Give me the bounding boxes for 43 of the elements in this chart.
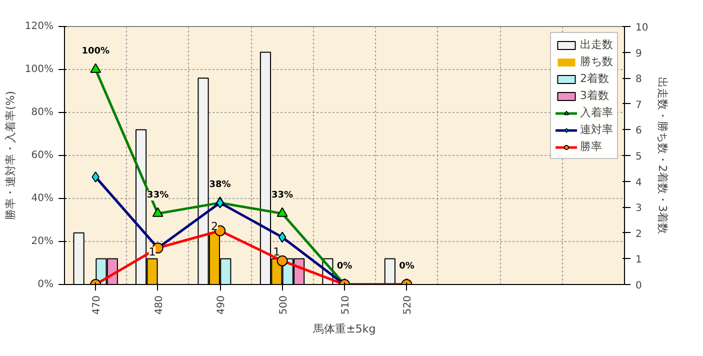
x-tick-label: 480 bbox=[154, 295, 165, 315]
data-label: 33% bbox=[147, 190, 169, 201]
data-label: 33% bbox=[272, 190, 294, 201]
y2-tick-label: 10 bbox=[636, 22, 648, 34]
x-tick-label: 520 bbox=[402, 295, 414, 315]
y-tick-label: 60% bbox=[31, 150, 54, 161]
data-label: 100% bbox=[82, 46, 110, 56]
legend-label: 連対率 bbox=[580, 122, 613, 137]
y-tick-label: 100% bbox=[24, 64, 54, 75]
y2-tick-label: 6 bbox=[636, 126, 642, 137]
data-label: 1 bbox=[273, 246, 280, 259]
data-label: 0% bbox=[336, 262, 352, 272]
x-tick-label: 510 bbox=[340, 295, 352, 315]
y2-tick-label: 9 bbox=[636, 48, 642, 60]
y-tick-label: 80% bbox=[31, 107, 54, 118]
y-axis-title: 勝率・連対率・入着率(%) bbox=[4, 90, 17, 220]
y2-tick-label: 3 bbox=[636, 203, 642, 214]
x-axis-title: 馬体重±5kg bbox=[312, 322, 376, 336]
data-label: 2 bbox=[210, 220, 218, 233]
legend-label: 勝率 bbox=[580, 139, 602, 154]
data-label: 38% bbox=[209, 180, 231, 190]
legend-label: 2着数 bbox=[580, 71, 609, 86]
y2-tick-label: 2 bbox=[636, 228, 642, 240]
y2-axis-title: 出走数・勝ち数・2着数・3着数 bbox=[656, 77, 670, 234]
y2-tick-label: 5 bbox=[636, 152, 642, 162]
x-tick-label: 500 bbox=[278, 295, 290, 315]
y2-tick-label: 8 bbox=[636, 74, 642, 86]
data-label: 0% bbox=[399, 262, 414, 272]
legend-label: 3着数 bbox=[580, 88, 609, 103]
data-label: 1 bbox=[148, 246, 156, 259]
y2-tick-label: 1 bbox=[636, 254, 642, 266]
x-tick-label: 470 bbox=[92, 295, 103, 315]
legend-label: 出走数 bbox=[580, 37, 613, 52]
legend-label: 勝ち数 bbox=[580, 54, 613, 69]
y2-tick-label: 4 bbox=[636, 177, 642, 188]
y-tick-label: 20% bbox=[31, 236, 54, 247]
y2-tick-label: 7 bbox=[636, 100, 642, 111]
y-tick-label: 0% bbox=[38, 279, 54, 290]
y2-tick-label: 0 bbox=[636, 280, 642, 292]
y-tick-label: 40% bbox=[31, 193, 54, 204]
legend-label: 入着率 bbox=[580, 105, 613, 120]
x-tick-label: 490 bbox=[216, 295, 228, 315]
y-tick-label: 120% bbox=[24, 21, 54, 32]
